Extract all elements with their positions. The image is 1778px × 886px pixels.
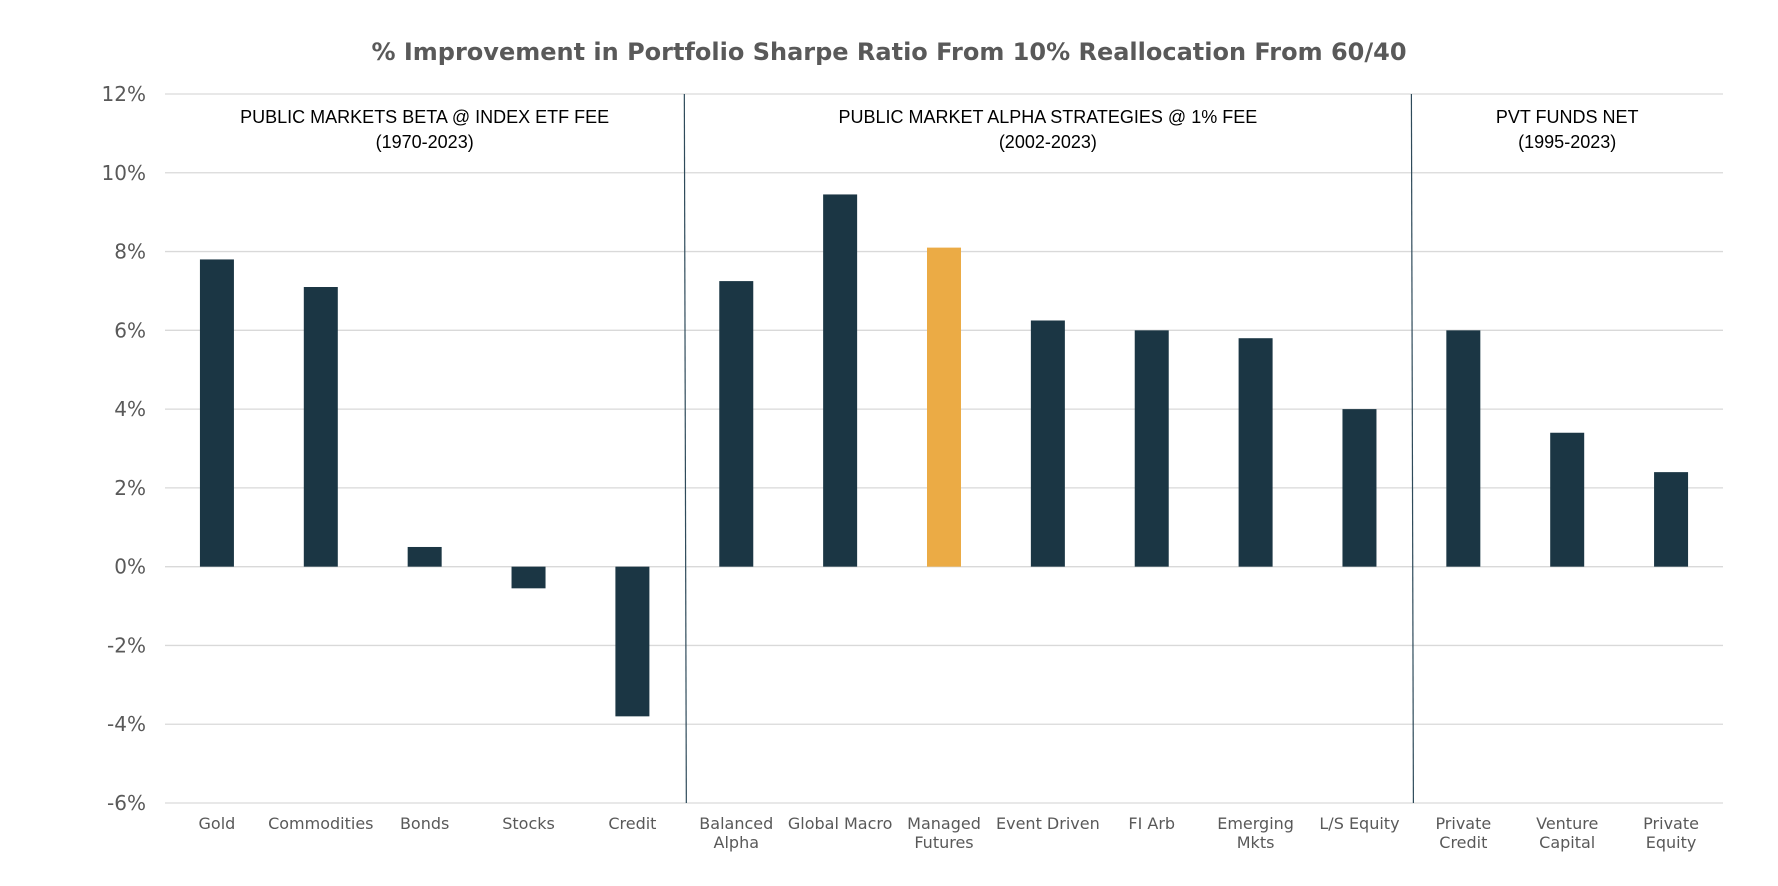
y-tick-label: 10% xyxy=(102,161,146,185)
x-tick-label: Event Driven xyxy=(996,814,1100,833)
bar xyxy=(303,287,338,567)
bar xyxy=(199,259,234,567)
bar xyxy=(407,546,442,567)
x-tick-label: Venture Capital xyxy=(1536,814,1598,852)
bar xyxy=(719,281,754,567)
bar xyxy=(1342,409,1377,567)
group-divider xyxy=(683,93,687,804)
x-tick-label: Credit xyxy=(608,814,656,833)
x-tick-label: FI Arb xyxy=(1128,814,1175,833)
chart-title: % Improvement in Portfolio Sharpe Ratio … xyxy=(371,38,1407,66)
group-label: PVT FUNDS NET (1995-2023) xyxy=(1496,107,1639,152)
bar xyxy=(927,247,961,567)
x-tick-label: L/S Equity xyxy=(1319,814,1399,833)
y-tick-label: 0% xyxy=(114,555,146,579)
bar xyxy=(1654,472,1689,567)
x-tick-label: Emerging Mkts xyxy=(1217,814,1294,852)
bar xyxy=(1134,330,1169,567)
bar xyxy=(615,566,650,717)
group-label: PUBLIC MARKETS BETA @ INDEX ETF FEE (1970… xyxy=(240,107,609,152)
y-tick-label: 2% xyxy=(114,476,146,500)
y-tick-label: 12% xyxy=(102,82,146,106)
bar xyxy=(823,194,858,567)
y-tick-label: -2% xyxy=(107,633,146,657)
x-tick-label: Private Equity xyxy=(1643,814,1699,852)
x-tick-label: Gold xyxy=(199,814,236,833)
x-tick-label: Commodities xyxy=(268,814,373,833)
y-tick-label: -4% xyxy=(107,712,146,736)
bar xyxy=(511,566,546,589)
x-tick-label: Managed Futures xyxy=(907,814,981,852)
x-tick-label: Global Macro xyxy=(788,814,893,833)
group-label: PUBLIC MARKET ALPHA STRATEGIES @ 1% FEE(… xyxy=(838,107,1257,152)
x-tick-label: Private Credit xyxy=(1435,814,1491,852)
x-tick-label: Stocks xyxy=(502,814,555,833)
y-tick-label: 4% xyxy=(114,397,146,421)
x-tick-label: Balanced Alpha xyxy=(699,814,773,852)
group-divider xyxy=(1410,93,1415,804)
x-tick-label: Bonds xyxy=(400,814,449,833)
bar xyxy=(1030,320,1065,567)
bar xyxy=(1550,432,1585,567)
y-tick-label: 8% xyxy=(114,240,146,264)
bar xyxy=(1238,338,1273,567)
y-tick-label: 6% xyxy=(114,318,146,342)
y-tick-label: -6% xyxy=(107,791,146,815)
bar xyxy=(1446,330,1481,567)
